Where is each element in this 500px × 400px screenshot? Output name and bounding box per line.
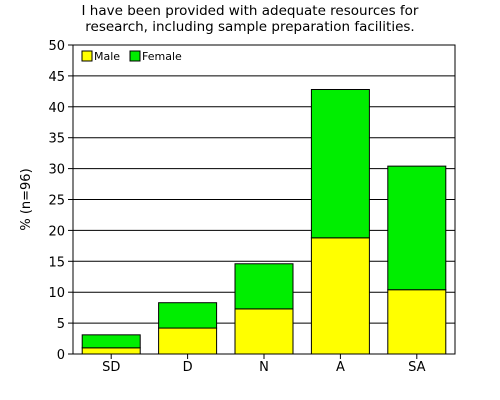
- bar-male-a: [310, 237, 370, 355]
- bar-female-sa: [387, 165, 447, 291]
- plot-frame: [72, 44, 456, 355]
- y-tick-label: 15: [48, 255, 65, 270]
- y-tick-label: 0: [57, 348, 65, 363]
- y-tick-label: 30: [48, 163, 65, 178]
- bar-male-sa: [387, 289, 447, 355]
- y-tick-label: 20: [48, 224, 65, 239]
- y-tick-label: 10: [48, 286, 65, 301]
- bar-female-d: [158, 302, 218, 329]
- y-tick-label: 40: [48, 101, 65, 116]
- x-tick-label: SD: [102, 360, 120, 375]
- y-tick-label: 5: [57, 317, 65, 332]
- y-tick-label: 50: [48, 39, 65, 54]
- bar-male-d: [158, 327, 218, 355]
- bars: [81, 88, 447, 355]
- y-tick-label: 25: [48, 194, 65, 209]
- x-tick-label: SA: [408, 360, 425, 375]
- y-axis-ticks: 0 5 10 15 20 25 30 35 40 45 50: [48, 39, 73, 363]
- x-tick-label: N: [259, 360, 269, 375]
- legend-swatch-female: [129, 50, 141, 62]
- legend-label-female: Female: [142, 50, 182, 63]
- chart-title-line-2: research, including sample preparation f…: [85, 19, 415, 35]
- legend-swatch-male: [81, 50, 93, 62]
- y-tick-label: 45: [48, 70, 65, 85]
- y-axis-label: % (n=96): [19, 168, 34, 230]
- x-tick-label: A: [336, 360, 345, 375]
- bar-female-sd: [81, 334, 141, 349]
- x-tick-label: D: [183, 360, 193, 375]
- legend: Male Female: [81, 50, 182, 63]
- bar-male-n: [234, 308, 294, 355]
- bar-male-sd: [81, 347, 141, 355]
- bar-female-a: [310, 88, 370, 239]
- y-tick-label: 35: [48, 132, 65, 147]
- x-axis-ticks: SD D N A SA: [102, 354, 426, 375]
- bar-female-n: [234, 263, 294, 310]
- legend-label-male: Male: [94, 50, 120, 63]
- chart-title-line-1: I have been provided with adequate resou…: [81, 3, 419, 19]
